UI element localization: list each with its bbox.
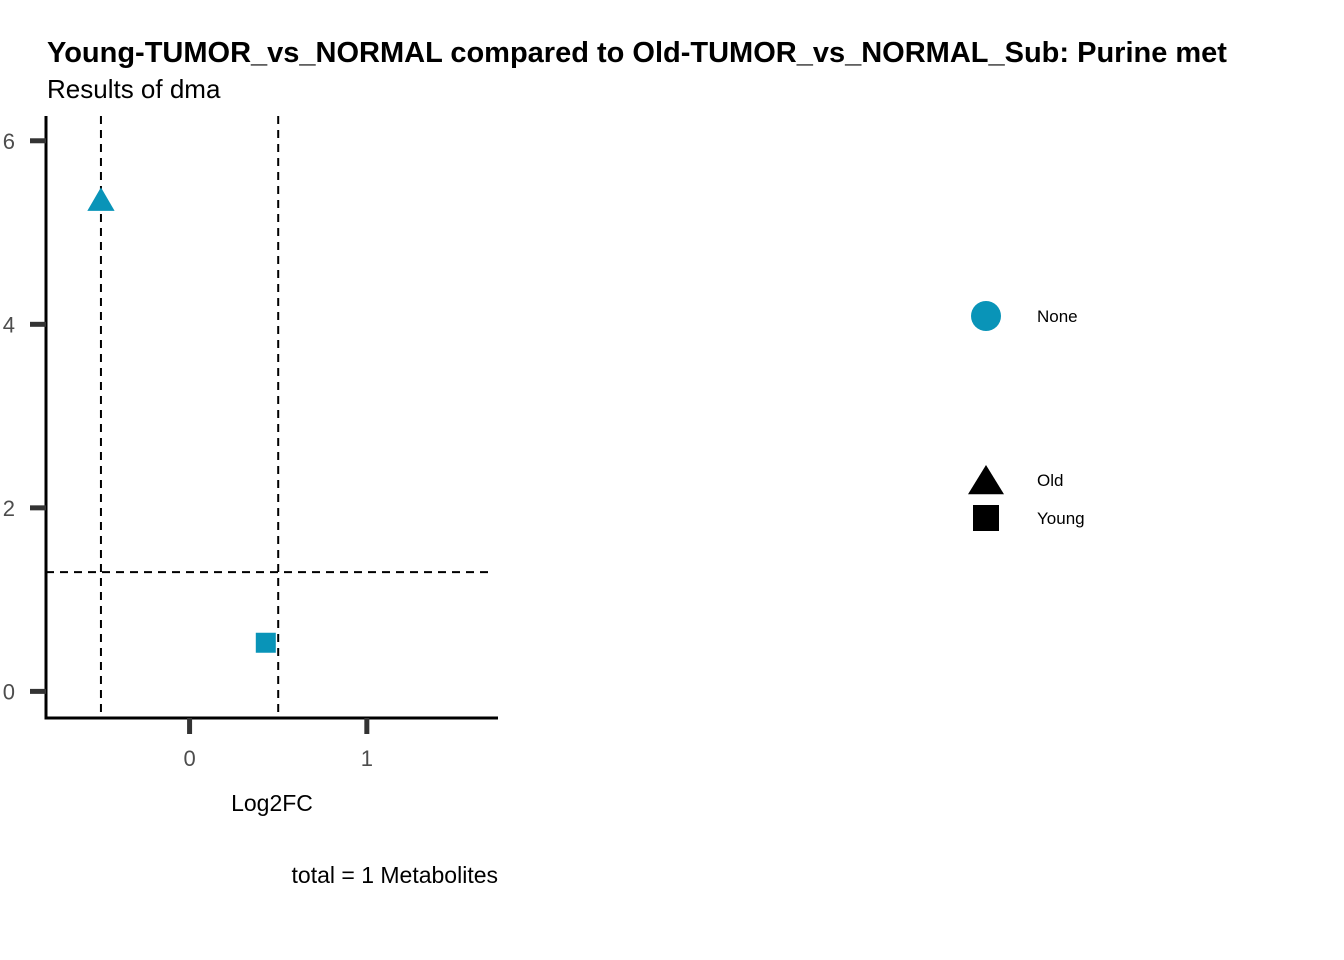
y-tick-label: 6: [3, 129, 15, 154]
chart-subtitle: Results of dma: [47, 74, 221, 104]
legend-label-old: Old: [1037, 471, 1063, 490]
y-tick-label: 2: [3, 496, 15, 521]
data-points: [87, 187, 276, 653]
y-tick-label: 4: [3, 312, 15, 337]
y-tick-label: 0: [3, 679, 15, 704]
x-axis-label: Log2FC: [231, 790, 313, 816]
reference-lines: [46, 116, 490, 718]
legend-label-young: Young: [1037, 509, 1085, 528]
legend-key-old: [968, 465, 1004, 495]
legend-key-young: [973, 505, 999, 531]
legend-key-none: [971, 301, 1001, 331]
y-axis-ticks: 0 2 4 6: [3, 129, 46, 704]
x-tick-label: 1: [361, 746, 373, 771]
data-point-young: [255, 632, 276, 653]
legend-label-none: None: [1037, 307, 1078, 326]
data-point-old: [87, 187, 115, 211]
axes: [44, 116, 498, 720]
chart-caption: total = 1 Metabolites: [292, 862, 498, 888]
chart-title: Young-TUMOR_vs_NORMAL compared to Old-TU…: [47, 37, 1227, 69]
legend: None Old Young: [968, 301, 1085, 531]
x-tick-label: 0: [183, 746, 195, 771]
